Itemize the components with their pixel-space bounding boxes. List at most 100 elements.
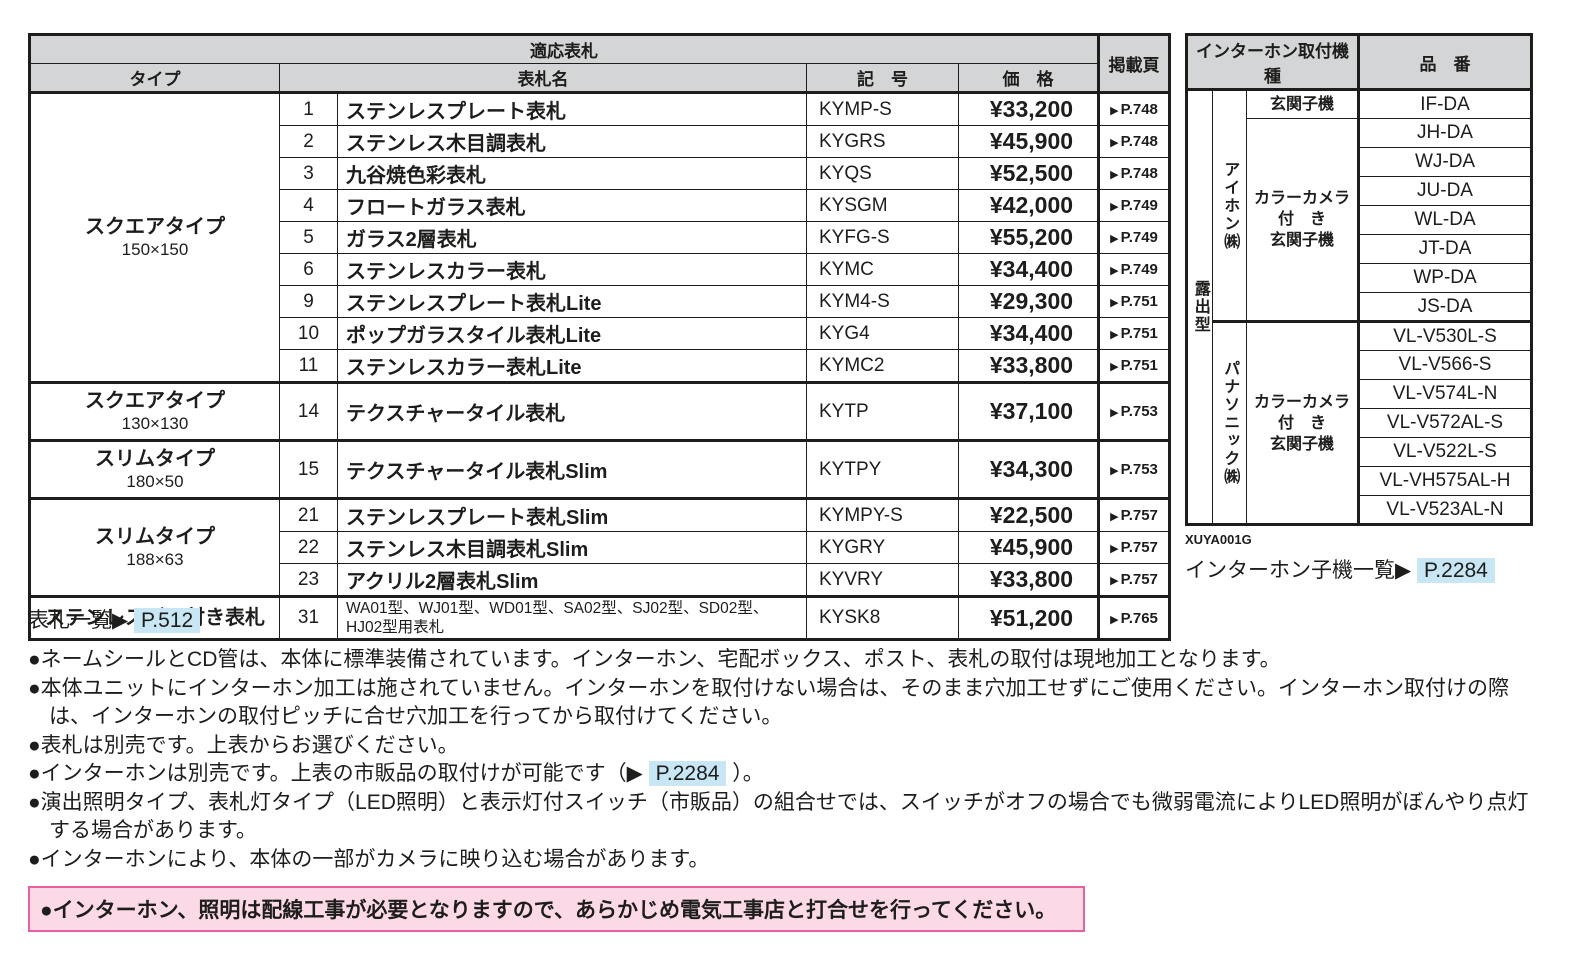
intercom-table-header: インターホン取付機種 品 番 — [1185, 34, 1533, 90]
nameplate-name-cell: ステンレスカラー表札 — [337, 253, 807, 286]
table-row: VL-V574L-N — [1187, 379, 1533, 409]
col-header-page: 掲載頁 — [1097, 34, 1171, 93]
diagram-code: XUYA001G — [1185, 532, 1252, 547]
device-type-line: 玄関子機 — [1270, 435, 1335, 453]
part-number-cell: JT-DA — [1357, 234, 1533, 264]
page-ref: P.751 — [1120, 325, 1158, 342]
note: ●インターホンにより、本体の一部がカメラに映り込む場合があります。 — [28, 846, 1548, 875]
page-arrow-icon: ▶ — [1110, 613, 1119, 626]
row-number-cell: 15 — [279, 440, 338, 499]
part-number-cell: JU-DA — [1357, 176, 1533, 206]
note-text: ●ネームシールとCD管は、本体に標準装備されています。インターホン、宅配ボックス… — [28, 648, 1281, 671]
table-row: WJ-DA — [1187, 147, 1533, 177]
type-name: スクエアタイプ — [85, 390, 225, 412]
price-cell: ¥52,500 — [957, 157, 1100, 190]
note-text: ）。 — [726, 762, 764, 785]
table-row: VL-V522L-S — [1187, 437, 1533, 467]
page-ref-cell: ▶ P.749 — [1097, 189, 1171, 222]
type-cell: スクエアタイプ 130×130 — [29, 382, 280, 441]
nameplate-table-header: 適応表札 掲載頁 タイプ 表札名 記 号 価 格 — [28, 34, 1171, 93]
warning-text: ●インターホン、照明は配線工事が必要となりますので、あらかじめ電気工事店と打合せ… — [40, 899, 1057, 922]
code-cell: KYMPY-S — [806, 498, 959, 532]
page-ref-cell: ▶ P.748 — [1097, 125, 1171, 158]
table-row: 6 ステンレスカラー表札 KYMC ¥34,400 ▶ P.749 — [30, 253, 1171, 286]
page-arrow-icon: ▶ — [1110, 137, 1119, 149]
table-row: JS-DA — [1187, 292, 1533, 322]
table-row: スリムタイプ 188×63 21 ステンレスプレート表札Slim KYMPY-S ¥22,… — [29, 498, 1171, 597]
nameplate-list-label: 表札一覧 — [28, 609, 112, 632]
row-number-cell: 6 — [279, 253, 338, 286]
brand-label: パナソニック㈱ — [1221, 360, 1239, 486]
notes-list: ●ネームシールとCD管は、本体に標準装備されています。インターホン、宅配ボックス… — [28, 646, 1548, 874]
table-row: 10 ポップガラスタイル表札Lite KYG4 ¥34,400 ▶ P.751 — [30, 317, 1171, 350]
page-ref-cell: ▶ P.757 — [1097, 563, 1171, 597]
page-ref: P.748 — [1120, 101, 1158, 118]
brand-cell: パナソニック㈱ — [1212, 320, 1247, 525]
page-ref-cell: ▶ P.748 — [1097, 92, 1171, 126]
intercom-list-page-link[interactable]: P.2284 — [1417, 558, 1495, 583]
code-cell: KYG4 — [806, 317, 959, 350]
nameplate-name-cell: ステンレスカラー表札Lite — [337, 349, 807, 383]
type-name: スリムタイプ — [95, 448, 215, 470]
page-arrow-icon: ▶ — [1110, 543, 1119, 555]
nameplate-list-page-link[interactable]: P.512 — [134, 608, 201, 633]
type-name: スリムタイプ — [95, 526, 215, 548]
nameplate-name-cell: テクスチャータイル表札Slim — [337, 440, 807, 499]
table-row: 2 ステンレス木目調表札 KYGRS ¥45,900 ▶ P.748 — [30, 125, 1171, 158]
page-ref-cell: ▶ P.757 — [1097, 531, 1171, 564]
page-ref: P.757 — [1120, 539, 1158, 556]
code-cell: KYMC — [806, 253, 959, 286]
row-number-cell: 11 — [279, 349, 338, 383]
note-text: ●表札は別売です。上表からお選びください。 — [28, 733, 459, 757]
page-link[interactable]: P.2284 — [648, 761, 727, 786]
price-cell: ¥22,500 — [957, 498, 1100, 532]
price-cell: ¥33,200 — [957, 92, 1100, 126]
main-table-title: 適応表札 — [28, 34, 1100, 64]
page-arrow-icon: ▶ — [1110, 575, 1119, 587]
price-cell: ¥33,800 — [957, 349, 1100, 383]
page-ref-cell: ▶ P.751 — [1097, 285, 1171, 318]
page-arrow-icon: ▶ — [1110, 265, 1119, 277]
part-number-cell: VL-VH575AL-H — [1357, 466, 1533, 496]
intercom-list-label: インターホン子機一覧 — [1185, 559, 1395, 582]
page-arrow-icon: ▶ — [1110, 511, 1119, 523]
table-row: ステンレスバー付き表札31WA01型、WJ01型、WD01型、SA02型、SJ0… — [29, 596, 1171, 640]
nameplate-name-cell: ステンレスプレート表札Lite — [337, 285, 807, 318]
page-ref: P.765 — [1120, 609, 1158, 627]
part-number-cell: IF-DA — [1357, 89, 1533, 119]
price-cell: ¥37,100 — [957, 382, 1100, 441]
table-row: 23 アクリル2層表札Slim KYVRY ¥33,800 ▶ P.757 — [30, 563, 1171, 597]
code-cell: KYSK8 — [806, 596, 959, 640]
row-number-cell: 4 — [279, 189, 338, 222]
code-cell: KYFG-S — [806, 221, 959, 254]
brand-cell: アイホン㈱ — [1212, 89, 1247, 322]
page-ref-cell: ▶ P.749 — [1097, 221, 1171, 254]
price-cell: ¥34,400 — [957, 317, 1100, 350]
page-ref-cell: ▶ P.751 — [1097, 317, 1171, 350]
device-type-cell: カラーカメラ付 き玄関子機 — [1245, 118, 1360, 322]
price-cell: ¥29,300 — [957, 285, 1100, 318]
nameplate-name-cell: テクスチャータイル表札 — [337, 382, 807, 441]
nameplate-name-cell: ステンレス木目調表札Slim — [337, 531, 807, 564]
code-cell: KYQS — [806, 157, 959, 190]
note-text: ●インターホンにより、本体の一部がカメラに映り込む場合があります。 — [28, 847, 710, 871]
row-number-cell: 9 — [279, 285, 338, 318]
price-cell: ¥42,000 — [957, 189, 1100, 222]
intercom-body: 露出型 アイホン㈱ 玄関子機 IF-DA カラーカメラ付 き玄関子機 JH-DA WJ-DA… — [1186, 89, 1533, 525]
mount-type-label: 露出型 — [1191, 280, 1209, 334]
page-arrow-icon: ▶ — [1110, 465, 1119, 477]
page-ref-cell: ▶ P.751 — [1097, 349, 1171, 383]
nameplate-table: 適応表札 掲載頁 タイプ 表札名 記 号 価 格 スクエアタイプ 150×150 1… — [28, 33, 1172, 641]
nameplate-group: ステンレスバー付き表札31WA01型、WJ01型、WD01型、SA02型、SJ0… — [29, 596, 1171, 640]
row-number-cell: 5 — [279, 221, 338, 254]
note: ●本体ユニットにインターホン加工は施されていません。インターホンを取付けない場合… — [28, 675, 1548, 732]
table-row: JU-DA — [1187, 176, 1533, 206]
part-number-cell: VL-V572AL-S — [1357, 408, 1533, 438]
page-ref: P.751 — [1120, 293, 1158, 310]
code-cell: KYMC2 — [806, 349, 959, 383]
device-type-line: 玄関子機 — [1270, 96, 1335, 113]
nameplate-name-cell: ステンレス木目調表札 — [337, 125, 807, 158]
page-ref: P.748 — [1120, 165, 1158, 182]
page-ref: P.749 — [1120, 229, 1158, 246]
code-cell: KYGRS — [806, 125, 959, 158]
